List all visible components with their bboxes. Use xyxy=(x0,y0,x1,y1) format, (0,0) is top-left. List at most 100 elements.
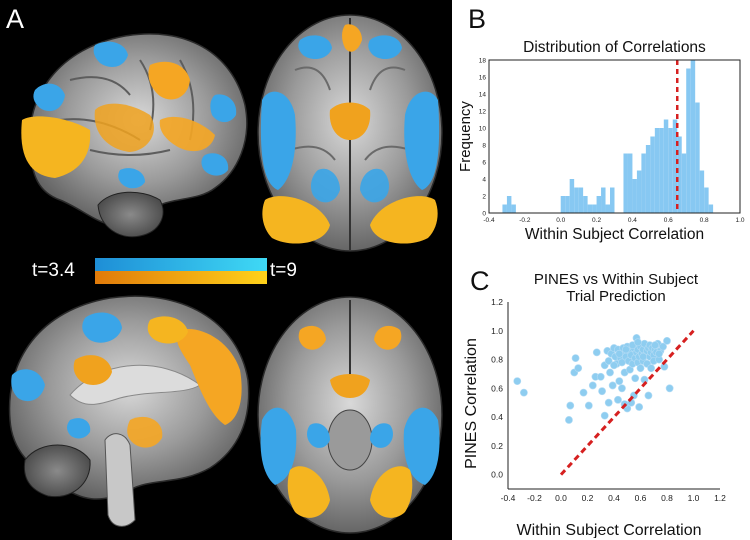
histogram-y-tick: 4 xyxy=(482,177,486,184)
scatter-y-tick: 1.0 xyxy=(491,326,503,336)
scatter-y-tick: 0.4 xyxy=(491,412,503,422)
histogram-axes-frame xyxy=(488,59,741,214)
scatter-point xyxy=(596,372,605,381)
histogram-bar xyxy=(569,179,575,213)
histogram-bar xyxy=(583,196,588,213)
scatter-point xyxy=(631,374,640,383)
histogram-bar xyxy=(654,128,660,213)
histogram-bar xyxy=(645,145,651,213)
histogram-bar xyxy=(601,187,606,213)
histogram-x-tick: 0.4 xyxy=(628,217,637,224)
brain-sagittal-lateral xyxy=(21,33,248,238)
histogram-y-tick: 16 xyxy=(479,75,487,82)
histogram-bar xyxy=(641,153,646,213)
histogram-bar xyxy=(560,196,566,213)
scatter-point xyxy=(520,388,528,397)
scatter-point xyxy=(618,384,626,393)
histogram-bar xyxy=(690,60,696,213)
histogram-bar xyxy=(681,153,687,213)
positive-colorbar xyxy=(95,271,267,284)
histogram-bar xyxy=(596,196,602,213)
histogram-y-tick: 18 xyxy=(479,58,487,65)
identity-reference-line xyxy=(559,329,695,476)
scatter-point xyxy=(655,349,663,358)
histogram-bar xyxy=(605,204,611,213)
histogram-bar xyxy=(506,196,512,213)
scatter-point xyxy=(651,341,659,350)
scatter-x-tick: -0.4 xyxy=(501,493,516,503)
histogram-bar xyxy=(663,119,669,213)
scatter-y-tick: 0.6 xyxy=(491,383,503,393)
scatter-title-line-2: Trial Prediction xyxy=(566,288,665,305)
histogram-bar xyxy=(672,119,678,213)
histogram-x-tick: 1.0 xyxy=(735,217,744,224)
histogram-bar xyxy=(578,187,584,213)
scatter-y-tick: 0.2 xyxy=(491,441,503,451)
brain-montage-graphic xyxy=(8,14,443,534)
brain-sagittal-medial xyxy=(8,295,250,527)
histogram-bar xyxy=(668,128,673,213)
scatter-point xyxy=(610,361,618,370)
scatter-point xyxy=(566,401,575,410)
histogram-y-tick: 6 xyxy=(482,160,486,167)
colorbar-low-label: t=3.4 xyxy=(32,260,75,281)
histogram-bar xyxy=(610,187,615,213)
scatter-point xyxy=(579,388,588,397)
histogram-bar xyxy=(502,204,507,213)
scatter-point xyxy=(644,391,653,400)
brain-axial-lower xyxy=(257,296,443,534)
scatter-y-tick: 0.8 xyxy=(491,355,503,365)
scatter-y-tick: 1.2 xyxy=(491,297,503,307)
histogram-bar xyxy=(623,153,628,213)
histogram-chart: Distribution of Correlations -0.4 -0.2 0.0 0… xyxy=(457,39,745,243)
scatter-x-tick: 0.2 xyxy=(582,493,594,503)
scatter-point xyxy=(608,381,617,390)
brain-montage-panel: A t=3.4 t=9 xyxy=(0,0,452,540)
histogram-bar xyxy=(650,136,655,213)
scatter-y-label: PINES Correlation xyxy=(463,338,480,469)
scatter-point xyxy=(571,354,580,362)
scatter-point xyxy=(663,336,671,345)
scatter-point xyxy=(635,403,644,411)
scatter-point xyxy=(639,352,648,361)
panel-label-c: C xyxy=(470,266,490,296)
scatter-point xyxy=(606,368,614,377)
histogram-bar xyxy=(708,204,714,213)
scatter-point xyxy=(614,395,622,404)
scatter-point xyxy=(600,411,609,420)
histogram-x-tick: 0.8 xyxy=(700,217,709,224)
histogram-y-label: Frequency xyxy=(457,101,474,172)
scatter-x-tick: -0.2 xyxy=(527,493,542,503)
histogram-title: Distribution of Correlations xyxy=(523,39,706,56)
scatter-point xyxy=(659,342,667,351)
histogram-bar xyxy=(565,196,570,213)
histogram-bar xyxy=(587,204,593,213)
scatter-x-tick: 1.2 xyxy=(714,493,726,503)
histogram-y-tick: 8 xyxy=(482,143,486,150)
histogram-y-tick: 14 xyxy=(479,92,487,99)
histogram-x-tick: 0.2 xyxy=(592,217,601,224)
scatter-x-tick: 0.0 xyxy=(555,493,567,503)
histogram-bar xyxy=(592,204,597,213)
panel-label-a: A xyxy=(6,4,25,34)
histogram-x-tick: 0.0 xyxy=(556,217,565,224)
panel-label-b: B xyxy=(468,4,487,34)
scatter-point xyxy=(604,357,613,365)
histogram-y-tick: 10 xyxy=(479,126,487,133)
histogram-x-tick: -0.2 xyxy=(519,217,531,224)
negative-colorbar xyxy=(95,258,267,271)
scatter-point xyxy=(513,377,522,386)
scatter-point xyxy=(615,349,624,358)
histogram-bar xyxy=(686,68,691,213)
scatter-point xyxy=(598,387,606,396)
histogram-bar xyxy=(632,179,637,213)
histogram-bar xyxy=(659,128,664,213)
histogram-bar xyxy=(699,170,705,213)
scatter-point xyxy=(633,338,642,347)
histogram-x-tick: 0.6 xyxy=(664,217,673,224)
scatter-point xyxy=(588,381,597,390)
scatter-x-tick: 0.8 xyxy=(661,493,673,503)
histogram-y-tick: 0 xyxy=(482,211,486,218)
scatter-x-tick: 1.0 xyxy=(688,493,700,503)
